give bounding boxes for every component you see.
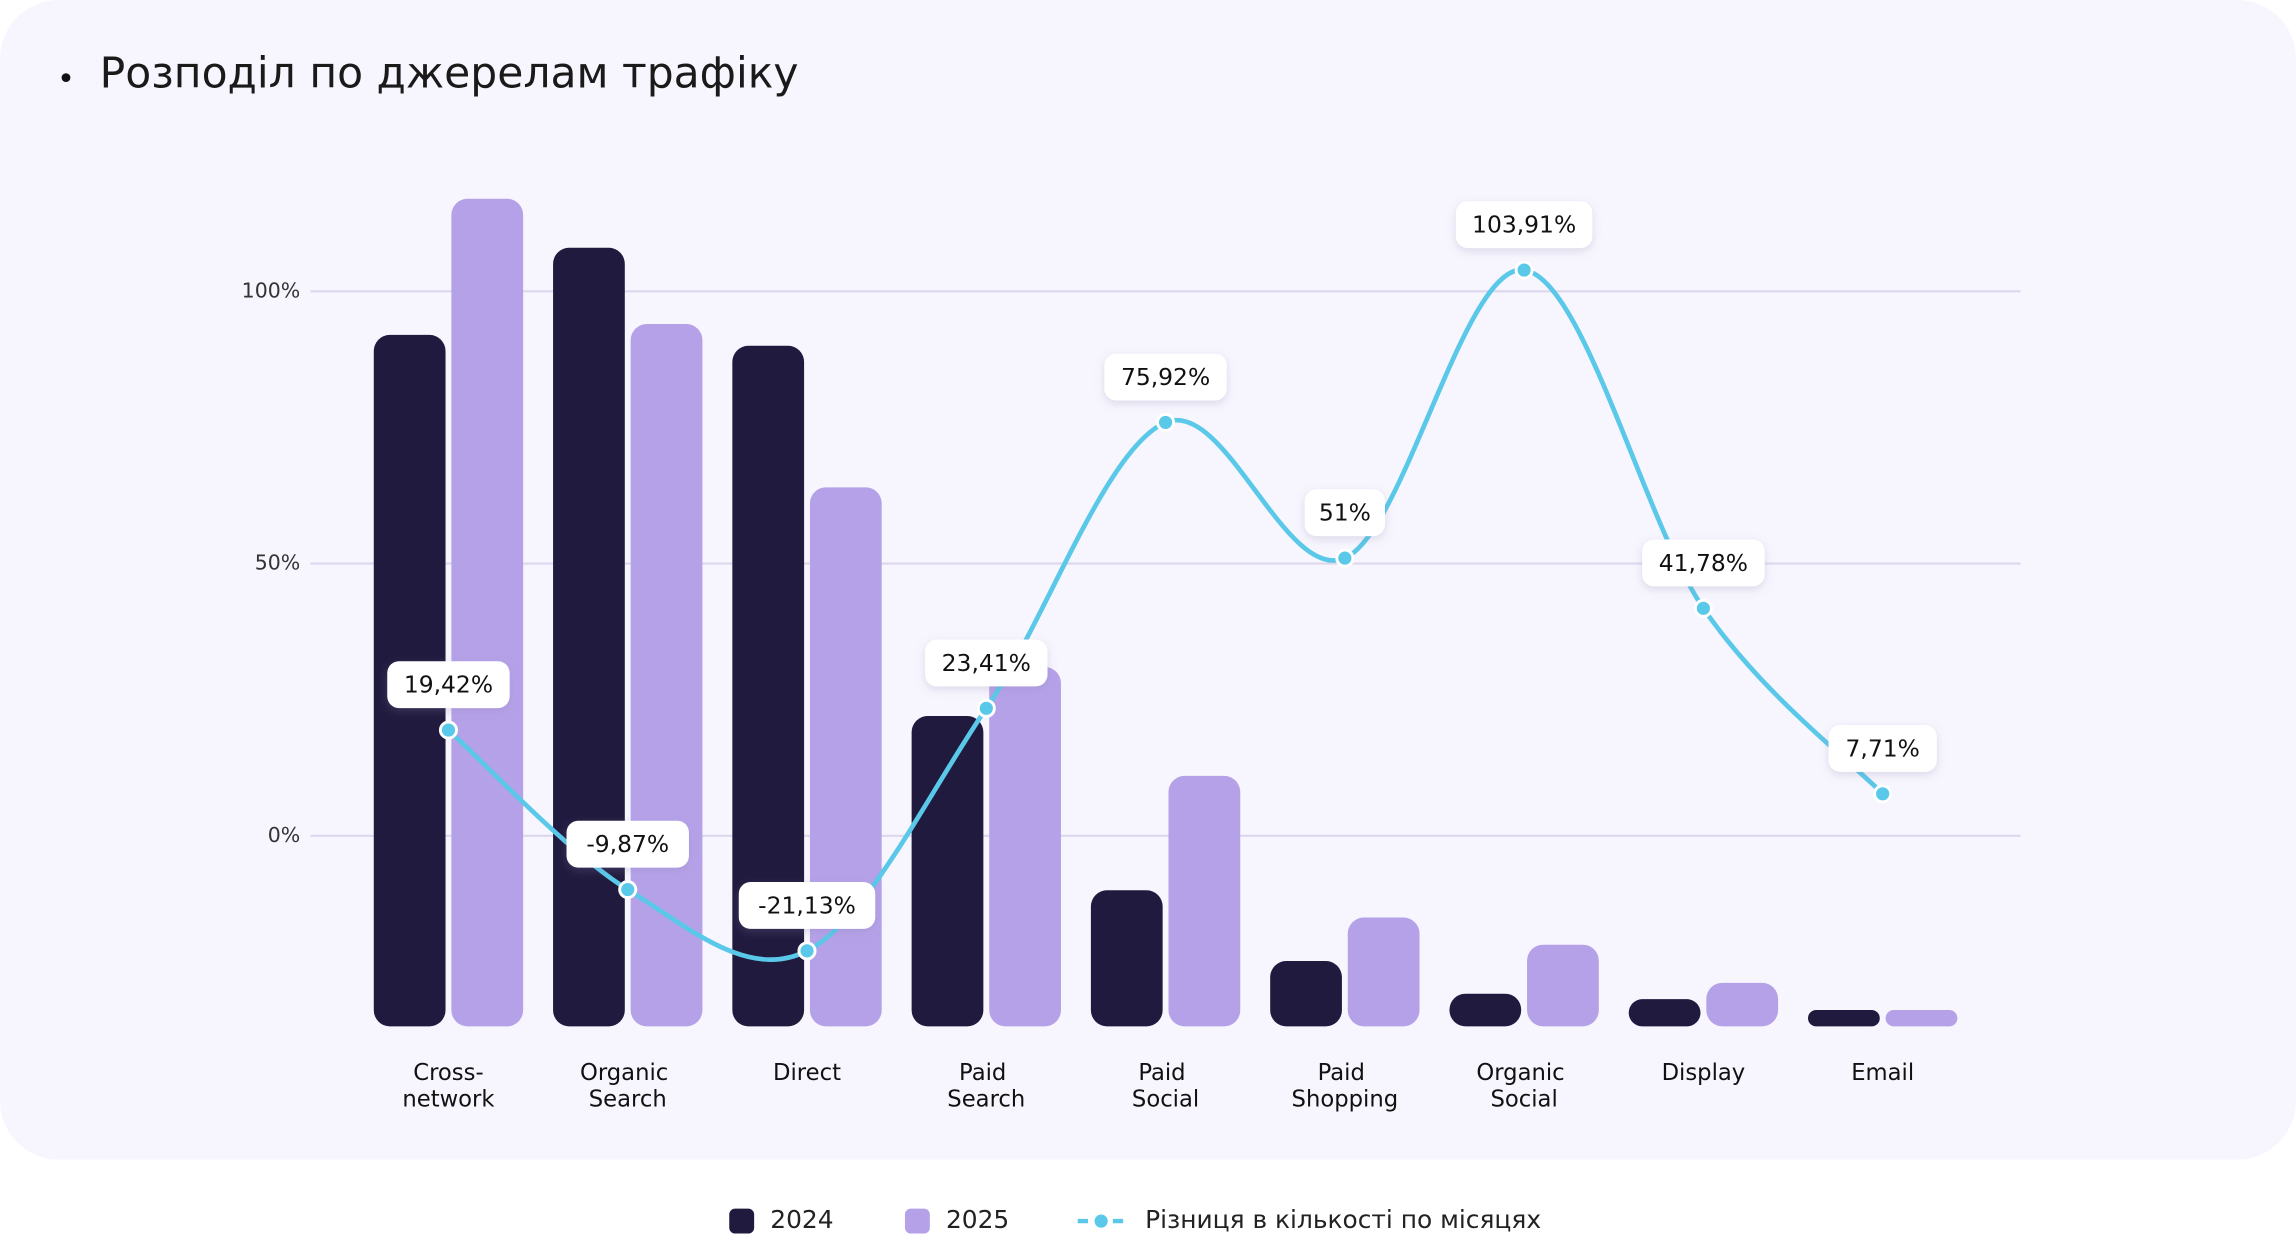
chart-title: Розподіл по джерелам трафіку [100, 50, 799, 99]
x-tick-label: Display [1662, 1060, 1746, 1086]
line-point [1514, 260, 1534, 280]
x-tick-label: Paid Social [1132, 1060, 1199, 1112]
bar [809, 487, 882, 1027]
value-label-box [925, 639, 1048, 687]
value-label: 75,92% [1121, 363, 1210, 391]
value-label: 7,71% [1846, 734, 1920, 762]
legend-swatch [904, 1208, 930, 1234]
legend-swatch-dot [1094, 1214, 1108, 1228]
x-tick-label: Email [1851, 1060, 1914, 1086]
y-tick-label: 0% [268, 823, 301, 847]
bar [1706, 982, 1779, 1027]
bar [1168, 775, 1241, 1027]
value-label: 23,41% [942, 649, 1031, 677]
bar [1527, 944, 1599, 1027]
line-point [1693, 598, 1713, 618]
value-label-box [1828, 725, 1937, 772]
line-point [618, 880, 638, 900]
bar [989, 667, 1061, 1027]
bar [630, 323, 703, 1027]
value-label-box [1304, 489, 1385, 537]
bar [1628, 999, 1701, 1027]
bar [1347, 917, 1420, 1027]
line-point [438, 720, 458, 740]
bar [732, 345, 805, 1027]
bar [451, 198, 524, 1027]
line-point [797, 941, 817, 961]
value-label: 103,91% [1472, 211, 1576, 239]
bar [911, 716, 984, 1027]
line [446, 267, 1885, 962]
x-tick-label: Organic Search [580, 1060, 675, 1112]
value-label: 19,42% [404, 671, 493, 699]
bar [553, 247, 625, 1027]
legend-label: 2024 [770, 1205, 833, 1234]
value-label: 51% [1319, 499, 1371, 527]
bar [1808, 1010, 1880, 1027]
value-label: 41,78% [1659, 549, 1748, 577]
line-point [1873, 784, 1893, 804]
x-tick-label: Direct [773, 1060, 841, 1086]
value-label-box [1455, 201, 1593, 249]
line-point [1335, 548, 1355, 568]
line-point [976, 698, 996, 718]
line-point [1156, 412, 1176, 432]
value-label-box [738, 882, 876, 929]
bar [1270, 961, 1342, 1027]
bar [1885, 1010, 1958, 1027]
x-tick-label: Paid Shopping [1292, 1060, 1399, 1112]
legend-swatch [729, 1208, 755, 1234]
bar [1090, 890, 1163, 1027]
bar [1449, 993, 1522, 1027]
legend-label: Різниця в кількості по місяцях [1145, 1205, 1541, 1234]
x-tick-label: Cross-network [402, 1060, 495, 1112]
value-label-box [566, 820, 689, 868]
x-tick-label: Paid Search [947, 1060, 1025, 1112]
value-label: -21,13% [758, 891, 856, 919]
value-label-box [387, 661, 510, 709]
y-tick-label: 100% [242, 278, 301, 302]
y-tick-label: 50% [255, 551, 301, 575]
value-label: -9,87% [586, 830, 669, 858]
title-bullet [61, 73, 71, 82]
legend-label: 2025 [946, 1205, 1009, 1234]
value-label-box [1642, 539, 1765, 587]
x-tick-label: Organic Social [1476, 1060, 1571, 1112]
value-label-box [1104, 353, 1227, 401]
